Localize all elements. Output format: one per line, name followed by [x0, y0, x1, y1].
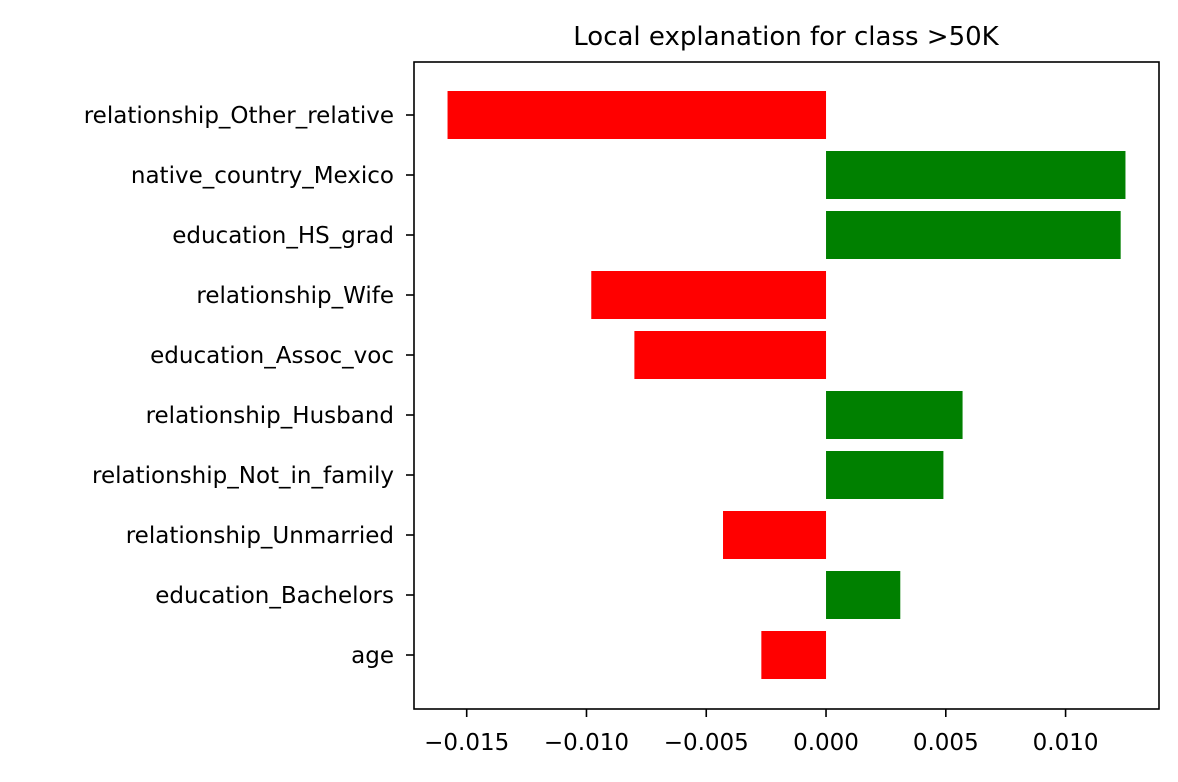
- chart-title: Local explanation for class >50K: [573, 22, 999, 52]
- bars: [447, 91, 1126, 679]
- y-tick-label: native_country_Mexico: [131, 163, 394, 189]
- bar-relationship_Not_in_family: [826, 451, 944, 499]
- y-tick-label: relationship_Husband: [146, 403, 394, 429]
- y-tick-label: education_Assoc_voc: [150, 343, 394, 369]
- y-tick-label: relationship_Other_relative: [84, 103, 394, 129]
- bar-age: [761, 631, 827, 679]
- y-tick-label: education_HS_grad: [172, 223, 394, 249]
- x-tick-label: 0.000: [793, 730, 859, 756]
- plot-frame: [413, 61, 1160, 710]
- x-tick-label: 0.005: [913, 730, 979, 756]
- bar-native_country_Mexico: [826, 151, 1126, 199]
- x-axis: −0.015 −0.010 −0.005 0.000 0.005 0.010: [424, 709, 1099, 756]
- bar-relationship_Husband: [826, 391, 963, 439]
- y-tick-label: relationship_Not_in_family: [92, 463, 394, 489]
- y-tick-label: relationship_Wife: [196, 283, 394, 309]
- y-tick-label: education_Bachelors: [155, 583, 394, 609]
- bar-relationship_Wife: [591, 271, 827, 319]
- x-tick-label: −0.015: [424, 730, 509, 756]
- bar-education_Bachelors: [826, 571, 901, 619]
- y-tick-label: age: [351, 643, 394, 669]
- x-tick-label: −0.010: [544, 730, 629, 756]
- bar-education_Assoc_voc: [634, 331, 827, 379]
- y-tick-labels: relationship_Other_relative native_countr…: [84, 103, 414, 669]
- y-tick-label: relationship_Unmarried: [126, 523, 394, 549]
- x-tick-label: −0.005: [664, 730, 749, 756]
- bar-relationship_Unmarried: [723, 511, 827, 559]
- bar-education_HS_grad: [826, 211, 1121, 259]
- bar-relationship_Other_relative: [447, 91, 827, 139]
- x-tick-label: 0.010: [1033, 730, 1099, 756]
